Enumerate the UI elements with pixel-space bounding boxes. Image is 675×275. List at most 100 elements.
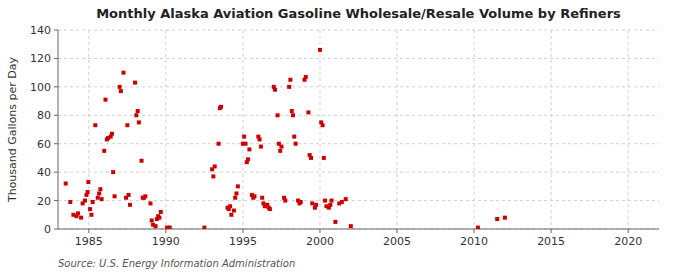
point <box>103 98 107 102</box>
x-tick-label: 1985 <box>75 235 103 248</box>
grid-line-y <box>58 200 659 201</box>
point <box>306 110 310 114</box>
point <box>111 170 115 174</box>
grid-line-x <box>474 30 475 229</box>
point <box>292 135 296 139</box>
point <box>143 194 147 198</box>
point <box>495 217 499 221</box>
y-tick-label: 140 <box>30 24 51 37</box>
x-tick <box>397 229 398 233</box>
point <box>242 135 246 139</box>
point <box>140 159 144 163</box>
point <box>299 200 303 204</box>
point <box>328 203 332 207</box>
grid-line-y <box>58 115 659 116</box>
y-tick <box>54 229 58 230</box>
point <box>68 200 72 204</box>
point <box>229 213 233 217</box>
point <box>96 196 100 200</box>
point <box>154 224 158 228</box>
grid-line-x <box>397 30 398 229</box>
x-tick-label: 1990 <box>152 235 180 248</box>
point <box>118 85 122 89</box>
point <box>127 193 131 197</box>
point <box>125 123 129 127</box>
point <box>88 207 92 211</box>
y-tick-label: 0 <box>44 223 51 236</box>
point <box>246 157 250 161</box>
point <box>213 164 217 168</box>
y-tick <box>54 86 58 87</box>
point <box>79 216 83 220</box>
point <box>279 145 283 149</box>
title: Monthly Alaska Aviation Gasoline Wholesa… <box>96 6 621 21</box>
point <box>86 190 90 194</box>
point <box>278 149 282 153</box>
point <box>310 201 314 205</box>
point <box>259 145 263 149</box>
point <box>260 196 264 200</box>
grid-line-y <box>58 86 659 87</box>
x-tick-label: 2000 <box>306 235 334 248</box>
point <box>318 48 322 52</box>
grid-line-x <box>319 30 320 229</box>
point <box>110 132 114 136</box>
grid-line-x <box>628 30 629 229</box>
point <box>294 142 298 146</box>
point <box>288 78 292 82</box>
point <box>476 226 480 229</box>
x-axis-line <box>58 229 659 230</box>
x-tick <box>88 229 89 233</box>
grid-line-y <box>58 58 659 59</box>
point <box>86 180 90 184</box>
point <box>148 201 152 205</box>
source-note: Source: U.S. Energy Information Administ… <box>58 258 295 269</box>
x-tick <box>319 229 320 233</box>
point <box>128 203 132 207</box>
point <box>150 218 154 222</box>
point <box>217 142 221 146</box>
point <box>219 105 223 109</box>
point <box>314 203 318 207</box>
point <box>157 216 161 220</box>
x-tick <box>242 229 243 233</box>
point <box>340 200 344 204</box>
points <box>64 48 507 229</box>
y-axis-line <box>58 30 59 229</box>
x-tick <box>165 229 166 233</box>
point <box>323 199 327 203</box>
x-tick-label: 2015 <box>537 235 565 248</box>
point <box>236 184 240 188</box>
grid-line-y <box>58 172 659 173</box>
point <box>252 194 256 198</box>
point <box>330 199 334 203</box>
point <box>93 123 97 127</box>
point <box>137 120 141 124</box>
point <box>322 156 326 160</box>
point <box>64 182 68 186</box>
y-tick <box>54 115 58 116</box>
point <box>134 113 138 117</box>
grid-line-y <box>58 229 659 230</box>
point <box>202 226 206 229</box>
y-tick-label: 40 <box>37 166 51 179</box>
point <box>276 113 280 117</box>
point <box>290 109 294 113</box>
x-tick <box>628 229 629 233</box>
point <box>168 226 172 229</box>
point <box>83 199 87 203</box>
point <box>91 200 95 204</box>
point <box>133 81 137 85</box>
grid-line-y <box>58 143 659 144</box>
point <box>159 210 163 214</box>
y-tick-label: 20 <box>37 195 51 208</box>
point <box>76 211 80 215</box>
point <box>211 174 215 178</box>
grid-line-x <box>551 30 552 229</box>
point <box>258 137 262 141</box>
y-tick-label: 80 <box>37 109 51 122</box>
y-tick-label: 60 <box>37 138 51 151</box>
point <box>100 197 104 201</box>
point <box>247 147 251 151</box>
point <box>97 191 101 195</box>
